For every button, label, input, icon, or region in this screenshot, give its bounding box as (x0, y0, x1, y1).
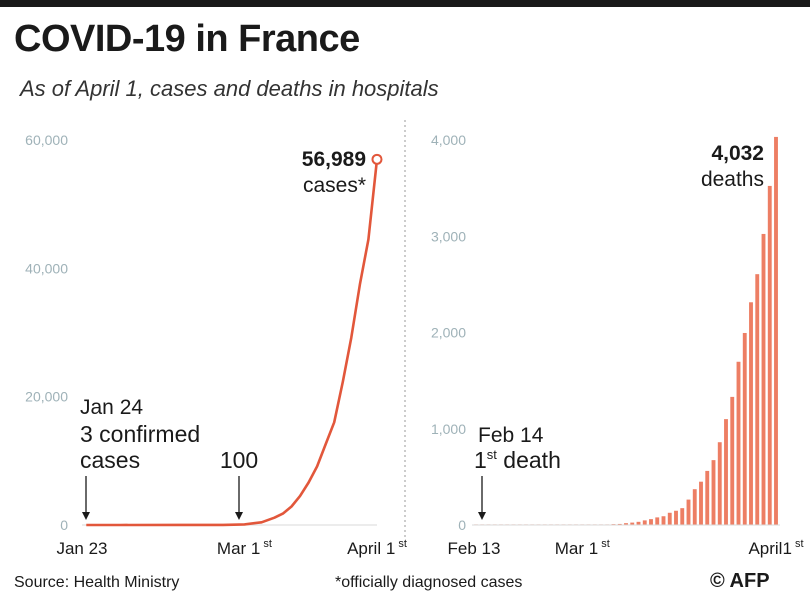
deaths-y-tick-label: 4,000 (431, 132, 466, 148)
cases-x-tick-label: Mar 1 st (217, 538, 272, 558)
feb14-annotation-label: 1st death (474, 447, 561, 473)
deaths-bar (642, 520, 647, 525)
deaths-x-tick-label: April1 st (748, 538, 803, 558)
deaths-y-tick-label: 1,000 (431, 421, 466, 437)
deaths-bar (667, 512, 672, 525)
feb14-arrow-head (478, 512, 486, 520)
deaths-bar (674, 510, 678, 525)
cases-peak-label: cases* (303, 174, 366, 197)
deaths-peak-label: deaths (701, 168, 764, 191)
deaths-bar (630, 522, 635, 525)
deaths-bar (661, 516, 666, 525)
deaths-bar (767, 185, 772, 525)
mar1-annotation-label: 100 (220, 447, 258, 473)
deaths-chart: 0 1,000 2,000 3,000 4,000 Feb 13 Mar 1 st April… (431, 132, 804, 558)
cases-peak-value: 56,989 (302, 148, 366, 171)
cases-y-tick-label: 20,000 (25, 389, 68, 405)
deaths-y-tick-label: 0 (458, 517, 466, 533)
deaths-bar (680, 508, 685, 525)
deaths-bar (655, 517, 660, 525)
cases-x-tick-label: Jan 23 (56, 539, 107, 558)
deaths-bar (755, 274, 760, 525)
deaths-bar (717, 442, 722, 525)
cases-y-tick-label: 0 (60, 517, 68, 533)
jan24-annotation-date: Jan 24 (80, 396, 143, 419)
page-title: COVID-19 in France (14, 18, 360, 60)
deaths-bar (686, 499, 691, 525)
page-subtitle: As of April 1, cases and deaths in hospi… (20, 76, 439, 101)
deaths-bar (761, 233, 766, 525)
footnote: *officially diagnosed cases (335, 574, 523, 591)
deaths-bar (699, 481, 703, 525)
deaths-bar (636, 521, 641, 525)
deaths-peak-value: 4,032 (711, 142, 764, 165)
deaths-bar (705, 470, 710, 525)
deaths-y-tick-label: 2,000 (431, 325, 466, 341)
feb14-annotation-date: Feb 14 (478, 424, 544, 447)
deaths-bar (742, 332, 747, 525)
deaths-bar (730, 396, 735, 525)
deaths-bar (736, 361, 741, 525)
cases-y-tick-label: 40,000 (25, 260, 68, 276)
deaths-bar (617, 523, 622, 525)
deaths-bar (774, 136, 778, 526)
deaths-bar (749, 302, 753, 525)
jan24-annotation-line2: cases (80, 447, 140, 473)
cases-x-tick-label: April 1 st (347, 538, 407, 558)
deaths-bar (649, 519, 653, 525)
deaths-x-tick-label: Feb 13 (448, 539, 501, 558)
deaths-bar (711, 460, 716, 525)
afp-logo: © AFP (710, 570, 770, 592)
deaths-bar (624, 523, 628, 525)
cases-peak-marker (371, 153, 383, 165)
mar1-arrow-head (235, 512, 243, 520)
deaths-y-tick-label: 3,000 (431, 228, 466, 244)
jan24-annotation-line1: 3 confirmed (80, 421, 200, 447)
source-note: Source: Health Ministry (14, 574, 180, 591)
deaths-bar (724, 419, 728, 525)
cases-chart: 0 20,000 40,000 60,000 Jan 23 Mar 1 st April 1… (25, 132, 407, 558)
top-bar (0, 0, 810, 7)
deaths-bar (692, 489, 697, 525)
deaths-x-tick-label: Mar 1 st (555, 538, 610, 558)
jan24-arrow-head (82, 512, 90, 520)
cases-y-tick-label: 60,000 (25, 132, 68, 148)
